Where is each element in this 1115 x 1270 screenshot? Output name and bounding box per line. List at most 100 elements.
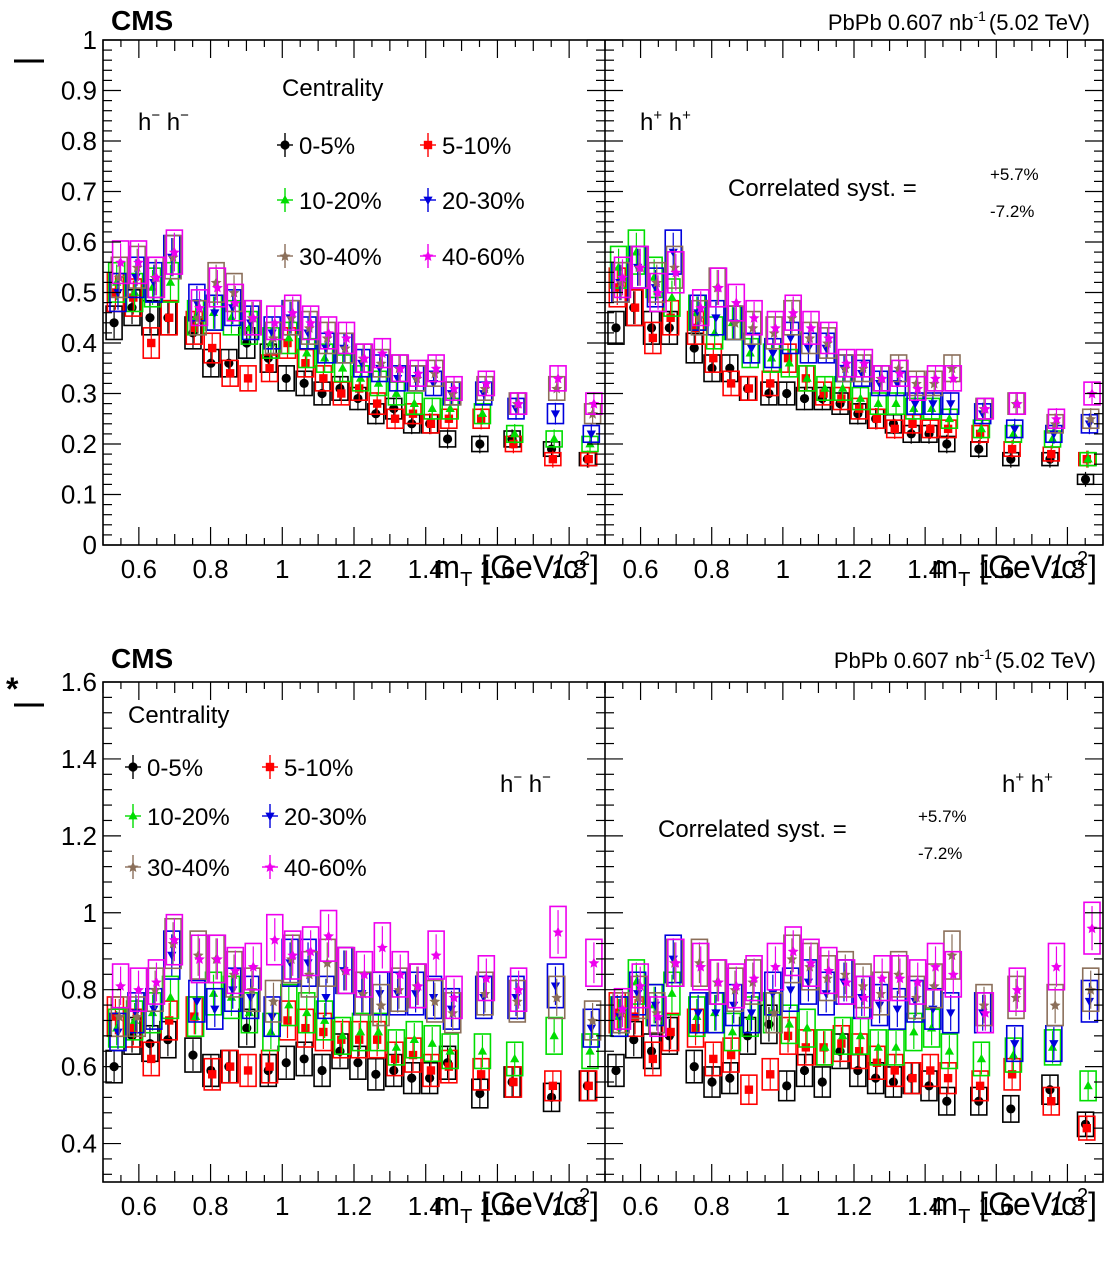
syst-box: [722, 1037, 740, 1073]
syst-box: [833, 1016, 852, 1055]
data-point: [875, 988, 887, 999]
syst-box: [765, 992, 783, 1034]
data-point: [839, 968, 851, 980]
panel-left: [105, 229, 603, 468]
data-point: [617, 271, 628, 283]
syst-box: [819, 321, 838, 355]
data-point: [670, 957, 682, 968]
syst-box: [369, 1012, 388, 1052]
charge: −: [151, 107, 160, 124]
data-point: [930, 372, 941, 384]
syst-box: [147, 256, 166, 299]
lumi-label: PbPb 0.607 nb-1 (5.02 TeV): [828, 8, 1090, 35]
data-point: [546, 1092, 557, 1102]
syst-box: [405, 1020, 424, 1059]
data-point: [394, 968, 406, 980]
syst-box: [283, 294, 302, 331]
charge: +: [653, 107, 662, 124]
data-point: [375, 999, 387, 1011]
syst-box: [129, 240, 148, 285]
data-point: [615, 276, 627, 288]
data-point: [821, 990, 831, 999]
data-point: [321, 994, 331, 1003]
data-point: [707, 363, 717, 373]
data-point: [164, 313, 174, 322]
syst-box: [742, 992, 761, 1034]
correlated-syst-down: -7.2%: [990, 202, 1034, 221]
data-point: [707, 1077, 717, 1087]
syst-box: [703, 1066, 721, 1098]
syst-box: [165, 229, 184, 275]
syst-box: [372, 983, 390, 1027]
x-axis-label-sup: 2: [1077, 548, 1088, 570]
panel-label-right: h+ h+: [640, 107, 691, 136]
data-point: [1047, 1097, 1056, 1106]
data-point: [113, 289, 123, 298]
data-point: [890, 424, 899, 434]
data-point: [730, 980, 742, 991]
data-point: [692, 1011, 702, 1020]
data-point: [323, 930, 335, 941]
syst-box: [474, 975, 493, 1020]
syst-box: [160, 299, 178, 336]
syst-box: [691, 942, 710, 991]
data-point: [713, 976, 724, 988]
data-point: [823, 332, 835, 343]
syst-box: [784, 926, 803, 977]
data-point: [550, 982, 561, 991]
data-point: [228, 287, 240, 298]
data-point: [890, 1066, 899, 1075]
correlated-syst-up: +5.7%: [918, 807, 967, 826]
data-point: [1010, 991, 1022, 1003]
data-point: [910, 991, 922, 1003]
data-point: [226, 312, 237, 322]
legend-item: 5-10%: [420, 133, 511, 160]
legend-marker: [265, 812, 275, 822]
x-axis-label-sup: 2: [1077, 1185, 1088, 1207]
data-point: [888, 1077, 899, 1087]
data-point: [855, 393, 866, 402]
data-point: [695, 961, 707, 972]
energy-text: (5.02 TeV): [995, 648, 1096, 673]
data-point: [168, 934, 180, 945]
data-point: [284, 332, 294, 342]
data-point: [666, 1027, 675, 1037]
syst-box: [760, 1004, 778, 1045]
data-point: [1083, 1080, 1093, 1090]
syst-box: [184, 316, 202, 350]
syst-box: [765, 316, 783, 350]
data-point: [192, 312, 204, 323]
x-axis-label-unit: [GeV/c: [970, 549, 1077, 585]
y-tick-label: 0.4: [61, 328, 97, 358]
data-point: [268, 332, 279, 343]
data-point: [855, 1030, 866, 1040]
syst-box: [472, 1057, 490, 1091]
data-point: [513, 984, 525, 995]
syst-box: [971, 1070, 989, 1102]
legend: Centrality 0-5% 5-10% 10-20% 20-30% 30-40% 40-…: [125, 702, 367, 882]
data-point: [799, 393, 810, 404]
data-point: [445, 1046, 455, 1055]
data-point: [509, 439, 518, 449]
data-point: [358, 352, 370, 364]
syst-box: [611, 996, 629, 1038]
syst-box: [208, 267, 227, 308]
syst-box: [203, 332, 222, 364]
x-axis-label-sub: T: [460, 1206, 472, 1228]
x-tick-label: 0.6: [622, 1191, 658, 1221]
syst-box: [799, 332, 818, 364]
syst-box: [647, 992, 666, 1034]
syst-box: [1043, 1029, 1062, 1066]
legend-title: Centrality: [128, 702, 229, 729]
data-point: [550, 410, 561, 419]
syst-box: [373, 337, 392, 369]
syst-box: [721, 1062, 739, 1095]
data-point: [285, 312, 297, 323]
x-tick-label: 1.4: [408, 554, 444, 584]
syst-box: [509, 967, 528, 1013]
data-point: [787, 945, 799, 957]
legend-item: 0-5%: [277, 133, 355, 160]
series-40-60%: [613, 901, 1101, 1038]
syst-box: [667, 251, 685, 294]
data-point: [188, 1050, 198, 1060]
